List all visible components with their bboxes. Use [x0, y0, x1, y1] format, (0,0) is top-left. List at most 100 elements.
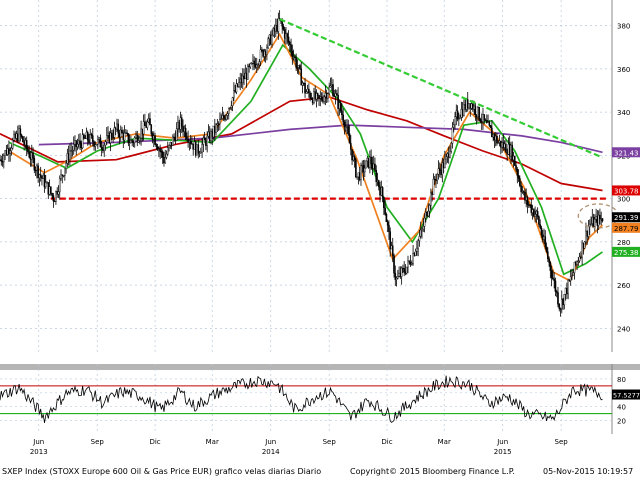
candle-body [314, 91, 317, 100]
candle-body [449, 151, 451, 158]
candle-body [398, 272, 400, 277]
candle-body [147, 118, 150, 123]
candle-body [47, 182, 50, 195]
footer-title: SXEP Index (STOXX Europe 600 Oil & Gas P… [2, 467, 322, 476]
candle-body [179, 117, 182, 130]
candle-body [376, 180, 379, 183]
candle-body [366, 157, 369, 162]
candle-body [38, 174, 41, 179]
candle-body [128, 142, 131, 144]
candle-body [552, 277, 554, 280]
candle-body [573, 261, 576, 273]
candle-body [252, 60, 254, 64]
candle-body [527, 204, 530, 206]
candle-body [477, 107, 479, 118]
candle-body [295, 57, 297, 68]
candle-body [343, 121, 346, 128]
candle-body [445, 156, 447, 160]
last-value-box [612, 212, 640, 223]
candle-body [145, 125, 147, 128]
candle-body [131, 140, 133, 143]
candle-body [8, 148, 10, 154]
candle-body [98, 137, 100, 140]
candle-body [225, 115, 228, 120]
candle-body [117, 123, 120, 134]
candle-body [503, 143, 506, 148]
candle-body [64, 168, 66, 176]
candle-body [367, 157, 370, 168]
candle-body [595, 216, 597, 220]
candle-body [352, 156, 355, 161]
candle-body [599, 214, 601, 220]
candle-body [479, 119, 482, 122]
candle-body [526, 196, 529, 205]
candle-body [140, 128, 142, 139]
candle-body [6, 148, 9, 155]
candle-body [286, 33, 289, 38]
candle-body [122, 132, 125, 141]
candle-body [394, 272, 397, 280]
candle-body [275, 25, 277, 32]
candle-body [370, 156, 372, 164]
candle-body [438, 168, 441, 171]
candle-body [309, 92, 311, 99]
candle-body [37, 165, 39, 179]
candle-body [36, 165, 38, 171]
candle-body [121, 129, 123, 134]
candle-body [191, 143, 193, 145]
candle-body [494, 135, 497, 141]
candle-body [324, 93, 327, 97]
candle-body [430, 192, 432, 206]
candle-body [273, 27, 276, 32]
candle-body [42, 174, 45, 179]
candle-body [67, 153, 70, 160]
candle-body [421, 228, 423, 231]
footer-timestamp: 05-Nov-2015 10:19:57 [543, 467, 634, 476]
candle-body [522, 191, 525, 193]
candle-body [508, 144, 511, 157]
candle-body [487, 121, 489, 123]
price-tick-label: 380 [617, 23, 630, 31]
candle-body [587, 226, 590, 237]
candle-body [452, 124, 455, 128]
candle-body [16, 133, 19, 142]
candle-body [304, 83, 306, 94]
x-tick-label: Dic [381, 438, 392, 446]
candle-body [126, 132, 128, 134]
candle-body [114, 127, 117, 130]
candle-body [152, 135, 155, 140]
price-tick-label: 260 [617, 282, 630, 290]
candle-body [577, 260, 580, 262]
candle-body [428, 205, 431, 212]
candle-body [245, 72, 248, 80]
candle-body [478, 107, 480, 120]
candle-body [432, 178, 435, 195]
candle-body [267, 38, 269, 49]
price-tick-label: 240 [617, 325, 630, 333]
candle-body [516, 169, 519, 176]
candle-body [583, 241, 586, 249]
candle-body [351, 149, 353, 161]
candle-body [272, 27, 275, 36]
candle-body [334, 93, 337, 97]
last-value-box [612, 147, 640, 158]
candle-body [182, 126, 184, 132]
candle-body [100, 146, 103, 150]
candle-body [316, 93, 319, 96]
candle-body [360, 165, 362, 180]
candle-body [515, 165, 517, 170]
candle-body [444, 158, 446, 168]
candle-body [391, 245, 394, 256]
candle-body [263, 50, 266, 57]
candle-body [341, 110, 343, 116]
candle-body [555, 291, 558, 293]
candle-body [437, 168, 440, 175]
candle-body [358, 172, 361, 180]
candle-body [535, 211, 538, 215]
candle-body [511, 144, 514, 161]
candle-body [5, 150, 8, 155]
candle-body [240, 78, 243, 84]
candle-body [350, 142, 352, 150]
candle-body [74, 140, 76, 145]
candle-body [233, 90, 235, 98]
